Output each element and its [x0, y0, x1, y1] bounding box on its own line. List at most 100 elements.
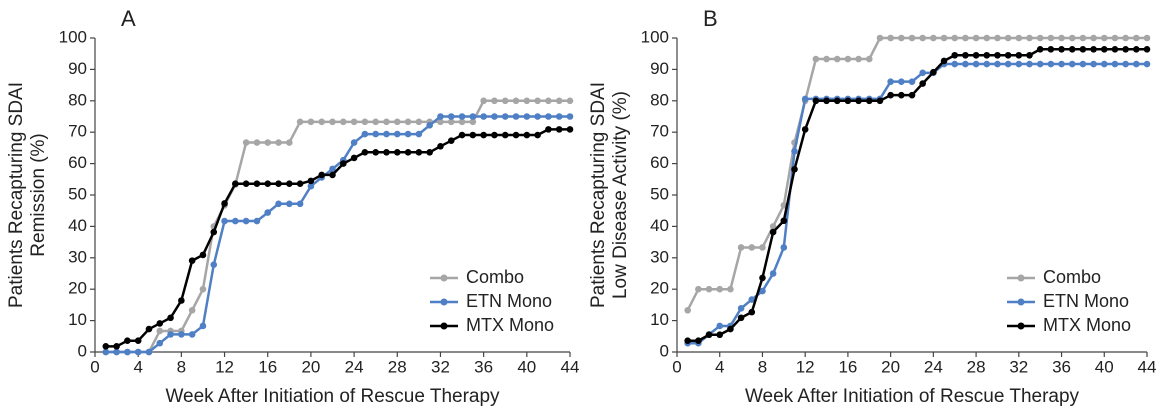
x-tick-label: 8 — [177, 357, 186, 376]
x-axis-title: Week After Initiation of Rescue Therapy — [745, 386, 1080, 407]
data-point — [791, 165, 798, 173]
data-point — [855, 55, 862, 63]
y-axis-title: Patients Recapturing SDAI — [6, 82, 27, 308]
data-point — [339, 118, 347, 126]
data-point — [199, 285, 207, 293]
data-point — [1004, 51, 1012, 59]
data-point — [458, 113, 466, 120]
x-tick-label: 28 — [967, 357, 986, 376]
y-tick-label: 70 — [650, 122, 669, 141]
data-point — [1026, 51, 1033, 59]
data-point — [983, 60, 991, 68]
panel-label: B — [703, 6, 718, 31]
data-point — [1143, 46, 1151, 53]
data-point — [812, 97, 820, 105]
data-point — [1133, 60, 1140, 68]
y-tick-label: 30 — [68, 247, 87, 266]
panel: 0 10 20 30 40 50 60 70 80 90 100 0 4 8 12 16 20 24 28 32 36 4… — [6, 6, 579, 407]
data-point — [972, 51, 980, 59]
data-point — [339, 160, 347, 167]
data-point — [232, 180, 239, 187]
x-tick-label: 40 — [1095, 357, 1114, 376]
data-point — [545, 126, 552, 133]
data-point — [1058, 34, 1065, 42]
data-point — [823, 97, 830, 105]
data-point — [833, 97, 841, 105]
y-tick-label: 70 — [68, 122, 87, 141]
data-point — [393, 130, 401, 138]
data-point — [393, 148, 401, 156]
y-tick-label: 80 — [68, 90, 87, 109]
data-point — [491, 113, 498, 120]
data-point — [102, 348, 110, 356]
data-point — [983, 34, 991, 42]
data-point — [361, 148, 369, 156]
data-point — [716, 285, 724, 293]
x-tick-label: 44 — [561, 357, 580, 376]
data-point — [199, 251, 207, 259]
data-point — [769, 228, 777, 236]
data-point — [865, 55, 873, 63]
legend-label: ETN Mono — [466, 291, 552, 311]
data-point — [1036, 34, 1044, 42]
data-point — [404, 118, 412, 126]
data-point — [962, 60, 969, 68]
y-tick-label: 40 — [68, 216, 87, 235]
data-point — [962, 34, 969, 42]
data-point — [372, 148, 379, 156]
data-point — [113, 348, 120, 356]
data-point — [930, 68, 937, 76]
data-point — [759, 287, 766, 295]
data-point — [393, 118, 401, 126]
data-point — [469, 131, 477, 139]
data-point — [253, 217, 261, 225]
data-point — [1015, 51, 1023, 59]
data-point — [156, 339, 164, 347]
data-point — [221, 200, 228, 207]
data-point — [898, 34, 905, 42]
data-point — [145, 325, 153, 333]
data-point — [437, 118, 444, 126]
data-point — [972, 60, 980, 68]
data-point — [855, 97, 862, 105]
data-point — [307, 118, 315, 126]
data-point — [491, 97, 498, 105]
y-axis-title: Remission (%) — [28, 133, 49, 257]
data-point — [242, 139, 250, 146]
x-tick-label: 40 — [517, 357, 536, 376]
legend-label: MTX Mono — [1043, 315, 1131, 335]
data-point — [372, 118, 379, 126]
data-point — [361, 130, 369, 138]
data-point — [350, 154, 358, 162]
x-tick-label: 16 — [258, 357, 277, 376]
data-point — [962, 51, 969, 59]
data-point — [415, 118, 423, 126]
data-point — [769, 223, 777, 230]
data-point — [167, 331, 174, 338]
data-point — [383, 118, 390, 126]
data-point — [1004, 60, 1012, 68]
data-point — [930, 34, 937, 42]
data-point — [1079, 46, 1087, 53]
data-point — [887, 34, 894, 42]
data-point — [134, 337, 142, 344]
data-point — [1079, 34, 1087, 42]
x-tick-label: 4 — [715, 357, 724, 376]
data-point — [329, 171, 336, 179]
y-tick-label: 60 — [68, 153, 87, 172]
legend-label: Combo — [466, 267, 524, 287]
data-point — [501, 131, 509, 139]
legend-marker — [440, 298, 448, 306]
data-point — [566, 113, 574, 120]
data-point — [555, 113, 563, 120]
x-tick-label: 12 — [796, 357, 815, 376]
data-point — [940, 57, 948, 65]
y-tick-label: 20 — [650, 279, 669, 298]
data-point — [458, 131, 466, 139]
y-tick-label: 60 — [650, 153, 669, 172]
legend-marker — [1017, 274, 1025, 282]
data-point — [876, 34, 884, 42]
data-point — [1058, 60, 1065, 68]
data-point — [221, 217, 228, 225]
